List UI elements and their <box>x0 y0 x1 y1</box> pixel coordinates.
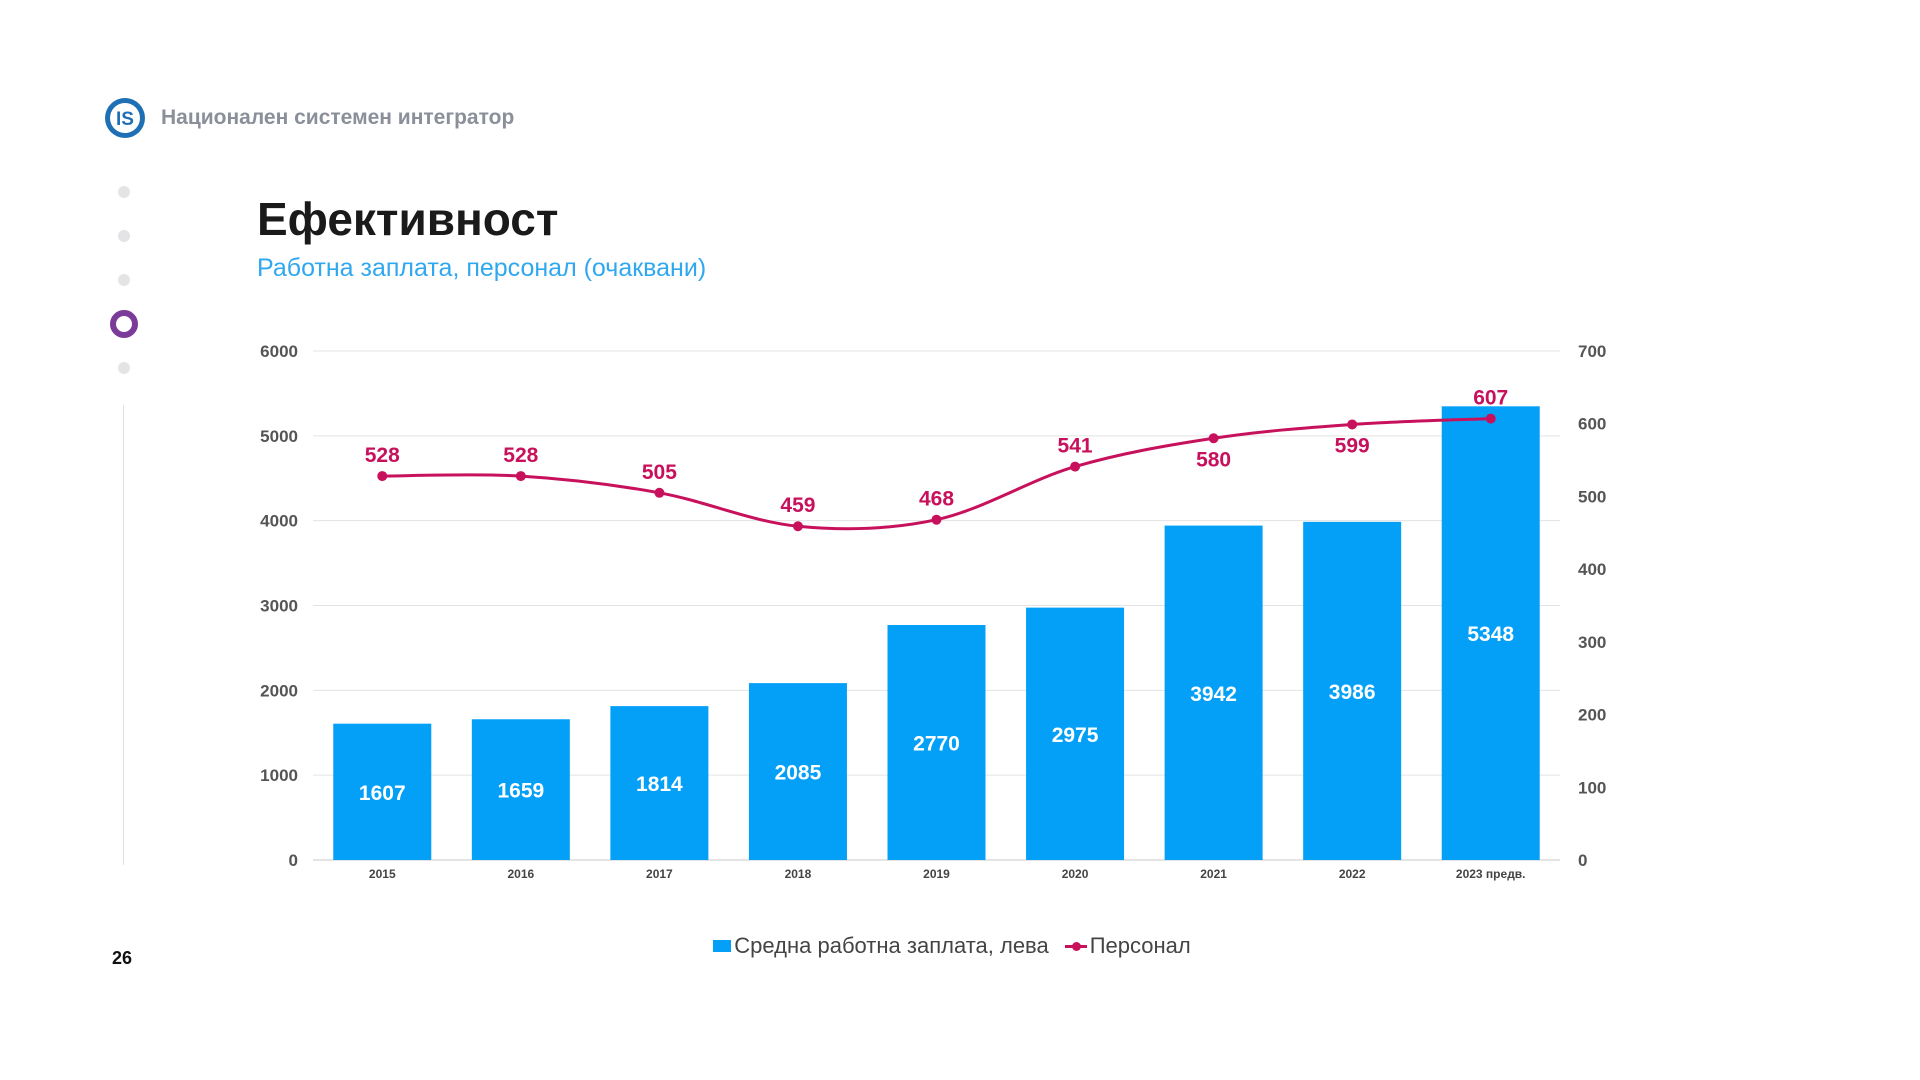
bar-value-label: 3942 <box>1190 683 1237 706</box>
y-right-tick-label: 300 <box>1578 633 1606 652</box>
legend-line-swatch <box>1064 940 1087 952</box>
bar-2020 <box>1026 607 1125 860</box>
staff-value-label: 459 <box>780 494 815 517</box>
bar-value-label: 1814 <box>636 773 683 796</box>
y-left-tick-label: 1000 <box>260 766 298 785</box>
staff-value-label: 607 <box>1473 387 1508 410</box>
nav-dot-1[interactable] <box>118 186 130 198</box>
staff-point <box>654 487 665 498</box>
bar-value-label: 2770 <box>913 733 960 756</box>
y-left-tick-label: 6000 <box>260 342 298 361</box>
staff-value-label: 599 <box>1335 434 1370 457</box>
staff-value-label: 468 <box>919 488 954 511</box>
page-number: 26 <box>112 948 133 968</box>
y-right-tick-label: 500 <box>1578 487 1606 506</box>
brand-logo-icon: IS <box>105 98 145 138</box>
y-left-tick-label: 0 <box>289 851 298 870</box>
bar-value-label: 5348 <box>1467 623 1514 646</box>
y-left-tick-label: 5000 <box>260 427 298 446</box>
brand: IS Национален системен интегратор <box>104 97 514 139</box>
staff-point <box>1485 413 1496 424</box>
staff-point <box>515 471 526 482</box>
bar-2016 <box>471 719 570 860</box>
x-tick-label: 2022 <box>1339 867 1366 881</box>
x-tick-label: 2019 <box>923 867 950 881</box>
legend-item-salary[interactable]: Средна работна заплата, лева <box>713 933 1049 959</box>
bar-2015 <box>333 723 432 860</box>
page-title: Ефективност <box>257 193 559 245</box>
x-tick-label: 2023 предв. <box>1456 867 1526 881</box>
nav-dot-4-active[interactable] <box>110 310 138 338</box>
staff-line <box>382 417 1491 531</box>
y-left-tick-label: 2000 <box>260 681 298 700</box>
bar-2017 <box>610 706 709 860</box>
nav-dot-2[interactable] <box>118 230 130 242</box>
bar-value-label: 3986 <box>1329 681 1376 704</box>
staff-value-label: 580 <box>1196 448 1231 471</box>
staff-point <box>1070 461 1081 472</box>
chart-legend: Средна работна заплата, лева Персонал <box>0 933 1920 959</box>
bar-2021 <box>1164 525 1263 860</box>
x-tick-label: 2015 <box>369 867 396 881</box>
staff-value-label: 541 <box>1058 435 1093 458</box>
bar-value-label: 1659 <box>497 780 544 803</box>
bar-value-label: 1607 <box>359 782 406 805</box>
x-tick-label: 2020 <box>1062 867 1089 881</box>
nav-divider <box>123 405 124 865</box>
svg-text:IS: IS <box>116 109 134 130</box>
bar-2019 <box>887 625 986 860</box>
legend-item-staff[interactable]: Персонал <box>1064 933 1191 959</box>
y-right-tick-label: 100 <box>1578 778 1606 797</box>
staff-value-label: 528 <box>365 444 400 467</box>
x-tick-label: 2021 <box>1200 867 1227 881</box>
staff-value-label: 528 <box>503 444 538 467</box>
legend-bar-swatch <box>713 940 732 952</box>
page-subtitle: Работна заплата, персонал (очаквани) <box>257 254 707 282</box>
bar-value-label: 2085 <box>775 762 822 785</box>
y-left-tick-label: 3000 <box>260 597 298 616</box>
staff-point <box>1347 419 1358 430</box>
staff-value-label: 505 <box>642 461 677 484</box>
staff-point <box>931 514 942 525</box>
y-right-tick-label: 700 <box>1578 342 1606 361</box>
y-left-tick-label: 4000 <box>260 512 298 531</box>
x-tick-label: 2018 <box>785 867 812 881</box>
bar-2023 <box>1441 406 1540 860</box>
legend-label-salary: Средна работна заплата, лева <box>734 933 1049 958</box>
staff-point <box>792 521 803 532</box>
nav-dot-5[interactable] <box>118 362 130 374</box>
bar-value-label: 2975 <box>1052 724 1099 747</box>
bar-2018 <box>748 683 847 860</box>
staff-point <box>377 471 388 482</box>
y-right-tick-label: 200 <box>1578 706 1606 725</box>
x-tick-label: 2016 <box>507 867 534 881</box>
y-right-tick-label: 0 <box>1578 851 1587 870</box>
y-right-tick-label: 600 <box>1578 415 1606 434</box>
legend-label-staff: Персонал <box>1089 933 1191 958</box>
y-right-tick-label: 400 <box>1578 560 1606 579</box>
staff-point <box>1208 433 1219 444</box>
brand-name: Национален системен интегратор <box>161 106 515 129</box>
nav-dot-3[interactable] <box>118 274 130 286</box>
bar-2022 <box>1303 521 1402 860</box>
x-tick-label: 2017 <box>646 867 673 881</box>
